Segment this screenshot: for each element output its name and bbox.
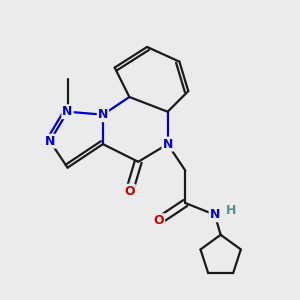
Text: N: N [210, 208, 220, 221]
Text: N: N [62, 105, 73, 118]
Text: N: N [45, 135, 55, 148]
Text: H: H [226, 204, 236, 217]
Text: O: O [154, 214, 164, 227]
Text: N: N [98, 108, 108, 121]
Text: N: N [163, 138, 173, 151]
Text: O: O [124, 185, 135, 198]
